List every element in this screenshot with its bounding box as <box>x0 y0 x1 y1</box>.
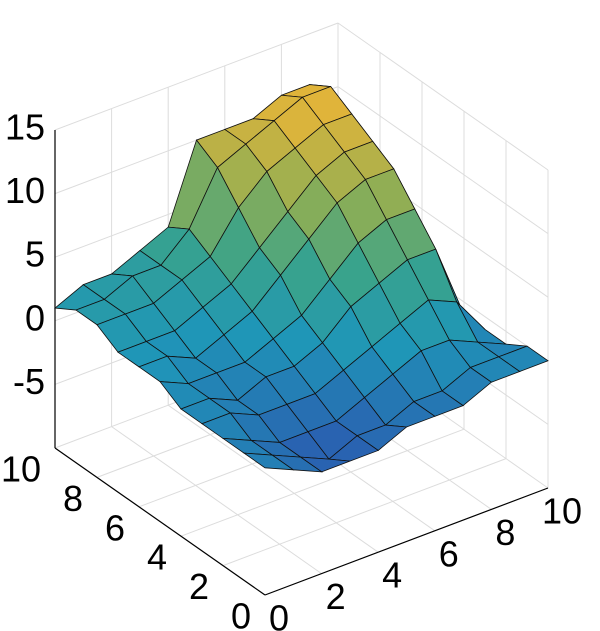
x-tick-label: 0 <box>269 598 289 631</box>
y-axis <box>54 447 266 596</box>
grid-line <box>337 22 549 171</box>
z-tick-label: 15 <box>5 107 45 148</box>
x-tick-label: 2 <box>326 576 346 617</box>
x-tick-label: 6 <box>439 533 459 574</box>
y-tick-label: 2 <box>189 566 209 607</box>
y-tick-label: 6 <box>105 507 125 548</box>
z-tick-label: 5 <box>25 234 45 275</box>
y-tick-label: 4 <box>147 537 167 578</box>
surface-patch <box>242 452 295 471</box>
y-tick-label: 0 <box>231 596 251 631</box>
grid-line <box>180 428 465 537</box>
grid-line <box>337 86 549 235</box>
grid-line <box>111 426 322 575</box>
z-tick-label: -5 <box>13 361 45 402</box>
z-tick-label: 0 <box>25 297 45 338</box>
y-tick-label: 8 <box>63 478 83 519</box>
x-axis <box>264 487 549 596</box>
grid-line <box>54 22 339 131</box>
x-tick-label: 8 <box>495 512 515 553</box>
x-tick-label: 4 <box>382 555 402 596</box>
y-tick-label: 10 <box>1 449 41 490</box>
x-tick-label: 10 <box>542 491 582 532</box>
z-tick-label: 10 <box>5 170 45 211</box>
grid-line <box>222 458 507 567</box>
grid-line <box>167 404 379 553</box>
